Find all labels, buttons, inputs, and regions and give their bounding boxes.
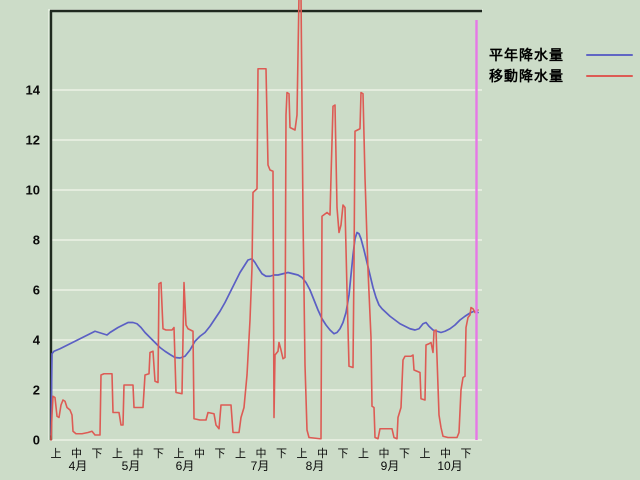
- x-period-label-0: 上: [51, 447, 62, 460]
- x-axis-labels: 上中下上中下上中下上中下上中下上中下上中下4月 5月 6月 7月 8月 9月 10月: [51, 447, 472, 473]
- x-period-label-5: 下: [153, 448, 164, 460]
- x-period-label-12: 上: [297, 447, 308, 460]
- x-period-label-8: 下: [215, 448, 226, 460]
- x-period-label-11: 下: [276, 448, 287, 460]
- x-period-label-19: 中: [440, 447, 451, 460]
- x-period-label-10: 中: [256, 447, 267, 460]
- x-period-label-20: 下: [461, 448, 472, 460]
- x-month-label-10: 10月: [437, 459, 462, 473]
- x-month-label-8: 8月: [306, 459, 325, 473]
- legend-item-normal-precipitation: 平年降水量: [489, 44, 633, 65]
- x-month-label-5: 5月: [122, 459, 141, 473]
- y-tick-label-8: 8: [33, 233, 40, 248]
- x-period-label-17: 下: [399, 448, 410, 460]
- series-moving-precipitation-line: [50, 0, 479, 441]
- x-period-label-1: 中: [71, 447, 82, 460]
- y-tick-label-2: 2: [33, 383, 40, 398]
- y-tick-label-6: 6: [33, 283, 40, 298]
- x-period-label-9: 上: [235, 447, 246, 460]
- x-month-label-9: 9月: [381, 459, 400, 473]
- x-period-label-13: 中: [317, 447, 328, 460]
- series-normal-precipitation-line: [50, 231, 479, 436]
- x-month-label-7: 7月: [251, 459, 270, 473]
- y-tick-label-0: 0: [33, 433, 40, 448]
- x-period-label-7: 中: [194, 447, 205, 460]
- x-period-label-18: 上: [420, 447, 431, 460]
- legend-label-moving-precipitation: 移動降水量: [489, 67, 564, 84]
- y-tick-label-4: 4: [33, 333, 41, 348]
- legend-line-sample-moving: [586, 74, 633, 77]
- x-period-label-16: 中: [379, 447, 390, 460]
- legend-line-sample-normal: [586, 53, 633, 56]
- y-tick-label-10: 10: [26, 183, 40, 198]
- x-period-label-4: 中: [133, 447, 144, 460]
- x-period-label-2: 下: [92, 448, 103, 460]
- x-period-label-14: 下: [338, 448, 349, 460]
- x-period-label-15: 上: [358, 447, 369, 460]
- y-axis-labels: 0 2 4 6 8 10 12 14: [26, 83, 41, 448]
- y-tick-label-12: 12: [26, 133, 40, 148]
- legend-item-moving-precipitation: 移動降水量: [489, 65, 633, 86]
- x-period-label-6: 上: [174, 447, 185, 460]
- x-month-label-6: 6月: [176, 459, 195, 473]
- y-tick-label-14: 14: [26, 83, 41, 98]
- x-month-label-4: 4月: [69, 459, 88, 473]
- chart-legend: 平年降水量 移動降水量: [489, 44, 633, 86]
- x-period-label-3: 上: [112, 447, 123, 460]
- legend-label-normal-precipitation: 平年降水量: [489, 46, 564, 63]
